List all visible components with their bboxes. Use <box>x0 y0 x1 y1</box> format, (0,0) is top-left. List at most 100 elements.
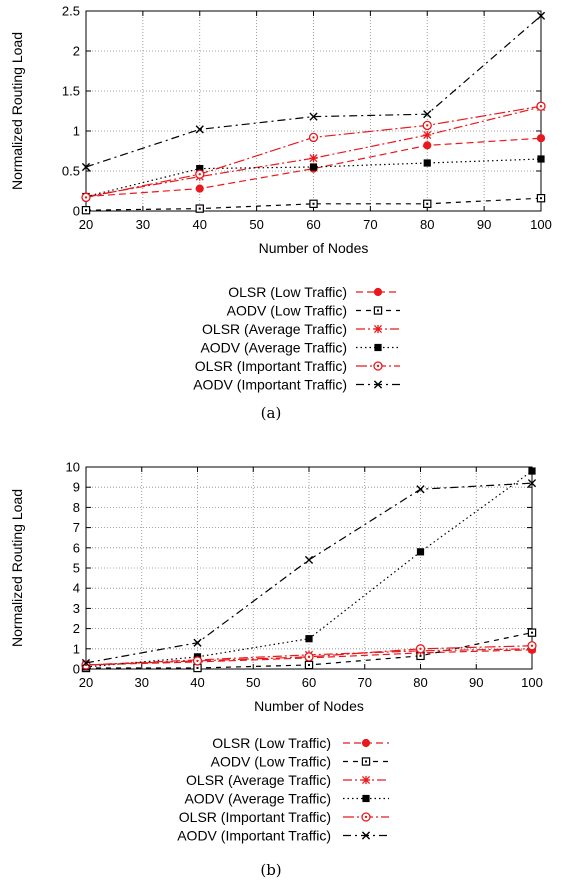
chart-b-data-point <box>416 548 425 556</box>
chart-a-y-tick-label: 0 <box>73 204 80 219</box>
chart-b-legend-marker <box>361 812 371 822</box>
chart-a-data-point <box>536 194 546 203</box>
chart-a-grid <box>85 10 542 212</box>
chart-a-data-point <box>423 141 432 150</box>
chart-b-data-point <box>305 635 313 643</box>
chart-a-x-tick-label: 70 <box>363 217 377 232</box>
chart-a-x-tick-label: 40 <box>193 217 207 232</box>
chart-b-legend-label: AODV (Important Traffic) <box>177 828 331 844</box>
chart-a-data-point <box>195 204 204 213</box>
chart-a-legend-label: OLSR (Important Traffic) <box>195 358 347 374</box>
chart-b-series-2 <box>81 628 537 673</box>
chart-b-data-point <box>304 652 314 662</box>
chart-a-legend-label: AODV (Important Traffic) <box>193 377 347 393</box>
chart-a-data-point <box>309 163 318 171</box>
chart-b-legend-label: OLSR (Average Traffic) <box>186 772 331 788</box>
chart-a-y-tick-label: 2 <box>73 44 80 59</box>
chart-a-data-point <box>195 169 205 179</box>
chart-a-data-point <box>423 130 432 140</box>
chart-b-legend-label: OLSR (Important Traffic) <box>179 809 331 825</box>
chart-b-caption: (b) <box>260 861 281 879</box>
chart-b-data-point <box>416 485 425 494</box>
chart-a-x-tick-label: 90 <box>477 217 491 232</box>
chart-a-series-line <box>85 106 542 198</box>
chart-b-y-tick-label: 2 <box>73 621 80 636</box>
chart-b-y-axis-label: Normalized Routing Load <box>9 489 25 647</box>
chart-a-data-point <box>309 199 318 208</box>
chart-a-data-point <box>536 101 546 111</box>
chart-a-data-point <box>537 155 545 163</box>
chart-a-legend-marker <box>373 287 383 297</box>
chart-b-data-point <box>81 658 91 668</box>
chart-b-y-tick-label: 7 <box>73 520 80 535</box>
chart-b-x-tick-label: 20 <box>79 675 93 690</box>
chart-a-data-point <box>422 120 432 131</box>
chart-b-y-tick-label: 6 <box>73 540 80 555</box>
chart-a-x-tick-label: 80 <box>420 217 434 232</box>
chart-b-y-tick-label: 9 <box>73 480 80 495</box>
chart-a-x-tick-label: 20 <box>79 217 93 232</box>
chart-b-legend: OLSR (Low Traffic) AODV (Low Traffic) OLSR… <box>177 735 389 844</box>
chart-b-x-tick-label: 90 <box>469 675 483 690</box>
chart-b-y-tick-label: 3 <box>73 601 80 616</box>
chart-a-series-5 <box>81 101 546 203</box>
chart-a-x-tick-label: 30 <box>136 217 150 232</box>
chart-b: 20 30 40 50 60 70 80 90 100 0 1 2 3 4 5 6 7 8 9 10 Number of… <box>9 460 543 880</box>
chart-b-data-point <box>193 638 202 647</box>
chart-b-data-point <box>192 656 203 666</box>
chart-a-data-point <box>196 165 204 173</box>
chart-b-x-axis-label: Number of Nodes <box>254 698 364 714</box>
chart-b-data-point <box>304 660 314 670</box>
chart-a: 20 30 40 50 60 70 80 90 100 0 0.5 1 1.5 2 2.5 Number of… <box>9 4 552 423</box>
chart-a-legend: OLSR (Low Traffic) AODV (Low Traffic) OLSR… <box>193 284 400 393</box>
chart-a-data-point <box>81 162 91 172</box>
chart-b-grid <box>85 466 533 670</box>
chart-a-data-point <box>81 192 91 203</box>
chart-b-legend-marker <box>361 738 371 748</box>
chart-a-y-tick-label: 1 <box>73 124 80 139</box>
chart-a-legend-marker <box>373 324 383 334</box>
chart-b-y-tick-label: 4 <box>73 581 80 596</box>
chart-a-legend-label: AODV (Average Traffic) <box>200 340 347 356</box>
chart-a-x-tick-label: 100 <box>530 217 552 232</box>
chart-a-legend-label: OLSR (Low Traffic) <box>228 284 347 300</box>
chart-a-data-point <box>423 199 432 208</box>
chart-b-legend-marker <box>361 757 371 766</box>
chart-a-data-point <box>423 159 431 167</box>
chart-a-series-6 <box>81 11 546 172</box>
chart-a-y-tick-label: 1.5 <box>62 84 80 99</box>
chart-b-y-tick-label: 0 <box>73 662 80 677</box>
chart-b-legend-marker <box>361 775 371 785</box>
chart-a-x-tick-label: 60 <box>306 217 320 232</box>
chart-b-legend-marker <box>362 794 370 803</box>
chart-a-y-tick-label: 2.5 <box>62 4 80 19</box>
chart-b-x-tick-label: 80 <box>413 675 427 690</box>
chart-a-x-axis-label: Number of Nodes <box>259 240 369 256</box>
chart-a-data-point <box>195 125 204 134</box>
chart-b-data-point <box>528 467 536 475</box>
chart-a-y-axis-label: Normalized Routing Load <box>9 32 25 190</box>
chart-a-y-tick-label: 0.5 <box>62 164 80 179</box>
chart-b-x-tick-label: 60 <box>302 675 316 690</box>
chart-b-data-point <box>527 479 537 488</box>
chart-b-legend-label: AODV (Average Traffic) <box>184 791 331 807</box>
chart-a-caption: (a) <box>261 404 282 422</box>
chart-b-x-tick-label: 50 <box>246 675 260 690</box>
chart-a-data-point <box>309 154 318 163</box>
chart-b-x-tick-label: 40 <box>190 675 204 690</box>
chart-b-legend-label: OLSR (Low Traffic) <box>212 735 331 751</box>
chart-a-data-point <box>308 132 319 143</box>
chart-a-data-point <box>536 134 546 143</box>
chart-a-legend-marker <box>374 343 382 352</box>
chart-b-data-point <box>415 644 426 654</box>
chart-b-y-tick-label: 8 <box>73 500 80 515</box>
chart-a-series-2 <box>81 194 546 215</box>
chart-b-legend-label: AODV (Low Traffic) <box>211 754 331 770</box>
chart-b-y-tick-label: 10 <box>66 460 80 475</box>
chart-b-x-tick-label: 70 <box>358 675 372 690</box>
chart-a-legend-marker <box>373 380 383 389</box>
chart-a-legend-marker <box>373 306 383 315</box>
chart-a-legend-label: OLSR (Average Traffic) <box>202 321 347 337</box>
chart-b-y-tick-label: 1 <box>73 641 80 656</box>
chart-a-data-point <box>81 206 91 215</box>
